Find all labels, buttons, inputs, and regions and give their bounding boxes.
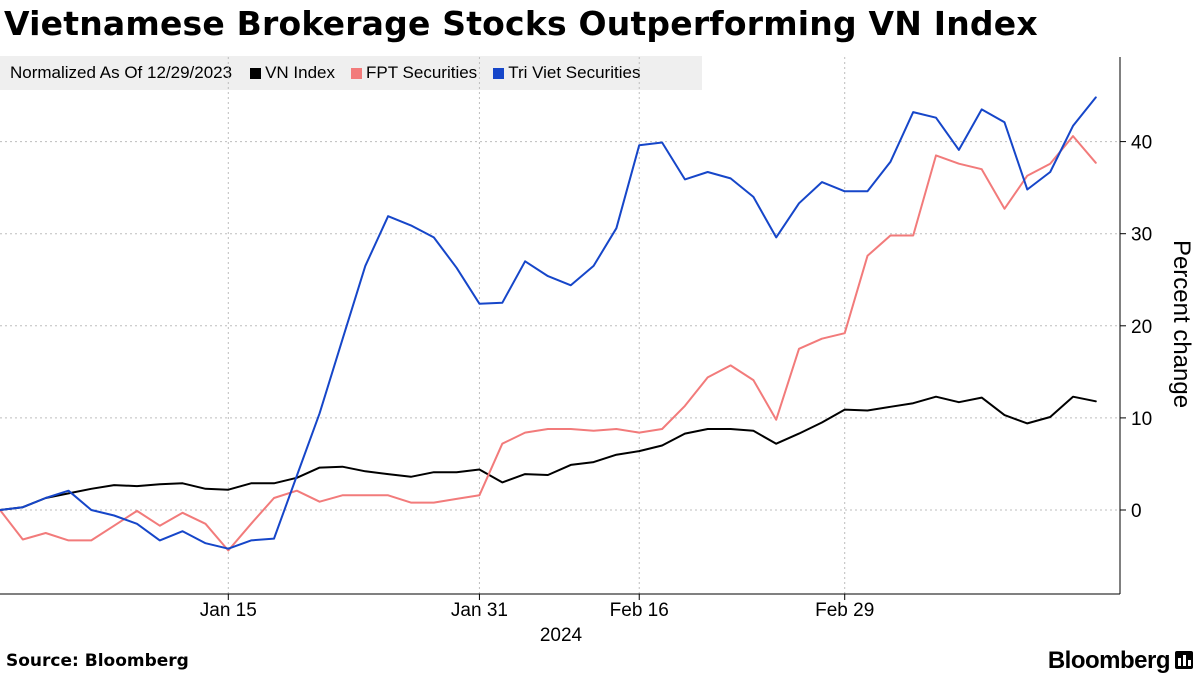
normalization-note: Normalized As Of 12/29/2023: [10, 63, 233, 82]
series-line-tri-viet-securities: [0, 96, 1097, 550]
legend-label-fpt-securities: FPT Securities: [366, 63, 478, 82]
series-lines: [0, 96, 1097, 552]
legend-item-vn-index: VN Index: [250, 63, 335, 83]
x-tick-label-jan-15: Jan 15: [200, 600, 257, 621]
chart-title: Vietnamese Brokerage Stocks Outperformin…: [4, 4, 1038, 43]
series-line-vn-index: [0, 395, 1097, 511]
legend-label-vn-index: VN Index: [265, 63, 336, 82]
legend-item-tri-viet-securities: Tri Viet Securities: [493, 63, 640, 83]
legend-swatch-tri-viet-securities: [493, 67, 505, 79]
brand-logo: Bloomberg: [1047, 647, 1171, 674]
y-tick-label-0: 0: [1131, 501, 1142, 522]
y-tick-label-20: 20: [1131, 317, 1152, 338]
legend-item-fpt-securities: FPT Securities: [351, 63, 477, 83]
x-tick-label-jan-31: Jan 31: [451, 600, 508, 621]
legend-swatch-vn-index: [250, 67, 262, 79]
bloomberg-terminal-icon: [1175, 651, 1193, 669]
gridlines: [0, 57, 1120, 594]
source-note: Source: Bloomberg: [6, 651, 189, 671]
y-tick-label-40: 40: [1131, 133, 1152, 154]
series-line-fpt-securities: [0, 135, 1097, 552]
x-axis-year-label: 2024: [540, 625, 583, 646]
x-tick-label-feb-29: Feb 29: [815, 600, 874, 621]
legend-swatch-fpt-securities: [351, 67, 363, 79]
y-axis-label: Percent change: [1168, 240, 1195, 408]
y-tick-label-10: 10: [1131, 409, 1152, 430]
x-tick-label-feb-16: Feb 16: [610, 600, 669, 621]
axes: 0 10 20 30 40 Jan 15 Jan 31 Feb 16 Feb 29: [0, 57, 1152, 621]
legend-label-tri-viet-securities: Tri Viet Securities: [508, 63, 641, 82]
legend: Normalized As Of 12/29/2023 VN Index FPT…: [0, 56, 702, 90]
y-tick-label-30: 30: [1131, 225, 1152, 246]
